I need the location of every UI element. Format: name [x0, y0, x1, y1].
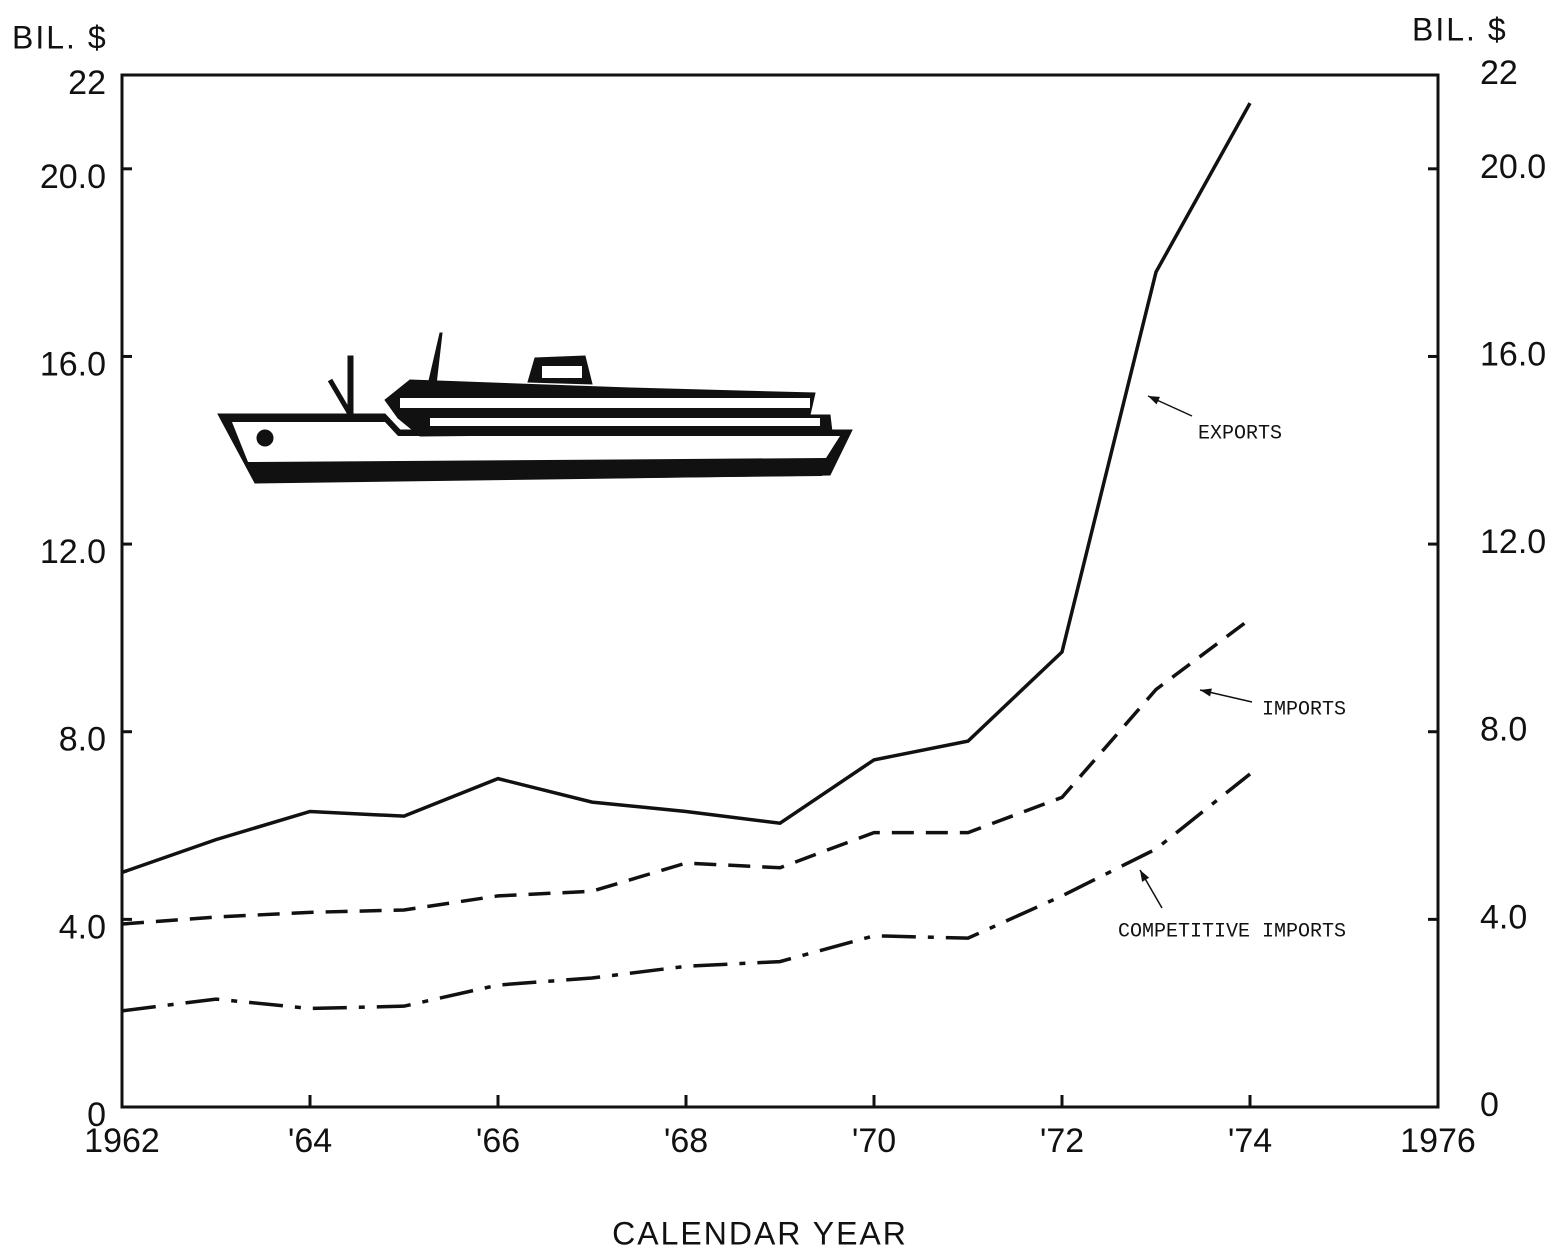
- y2-tick-label: 4.0: [1480, 898, 1527, 936]
- series-label: COMPETITIVE IMPORTS: [1118, 920, 1346, 943]
- y-tick-label: 20.0: [40, 158, 106, 196]
- y-tick-label: 4.0: [59, 908, 106, 946]
- x-tick-label: 1962: [84, 1122, 160, 1160]
- y-tick-label: 22: [68, 64, 106, 102]
- y-tick-label: 12.0: [40, 533, 106, 571]
- x-tick-label: '66: [476, 1122, 520, 1160]
- x-tick-label: '70: [852, 1122, 896, 1160]
- y2-tick-label: 20.0: [1480, 148, 1546, 186]
- y2-tick-label: 8.0: [1480, 711, 1527, 749]
- y2-tick-label: 12.0: [1480, 523, 1546, 561]
- y-axis-label: BIL. $: [12, 19, 108, 55]
- arrow-head: [1200, 688, 1212, 697]
- y-tick-label: 16.0: [40, 345, 106, 383]
- x-tick-label: '64: [288, 1122, 332, 1160]
- y2-tick-label: 22: [1480, 54, 1518, 92]
- arrow-head: [1148, 396, 1160, 405]
- x-tick-label: '68: [664, 1122, 708, 1160]
- plot-frame: [120, 73, 1440, 1109]
- y-tick-label: 8.0: [59, 721, 106, 759]
- y2-tick-label: 0: [1480, 1086, 1499, 1124]
- series-label: EXPORTS: [1198, 422, 1282, 445]
- y-tick-label: 0: [87, 1096, 106, 1134]
- series-line: [121, 772, 1252, 1013]
- series-label: IMPORTS: [1262, 698, 1346, 721]
- series-line: [121, 102, 1252, 875]
- y2-axis-label: BIL. $: [1412, 11, 1508, 47]
- x-axis-label: CALENDAR YEAR: [612, 1215, 908, 1251]
- series-line: [121, 617, 1252, 926]
- ship-illustration: [217, 332, 853, 484]
- arrow-head: [1140, 870, 1150, 882]
- x-tick-label: '72: [1040, 1122, 1084, 1160]
- x-tick-label: 1976: [1400, 1122, 1476, 1160]
- y2-tick-label: 16.0: [1480, 335, 1546, 373]
- x-tick-label: '74: [1228, 1122, 1272, 1160]
